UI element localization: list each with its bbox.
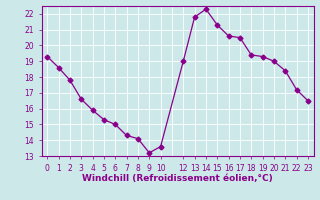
X-axis label: Windchill (Refroidissement éolien,°C): Windchill (Refroidissement éolien,°C) [82, 174, 273, 183]
